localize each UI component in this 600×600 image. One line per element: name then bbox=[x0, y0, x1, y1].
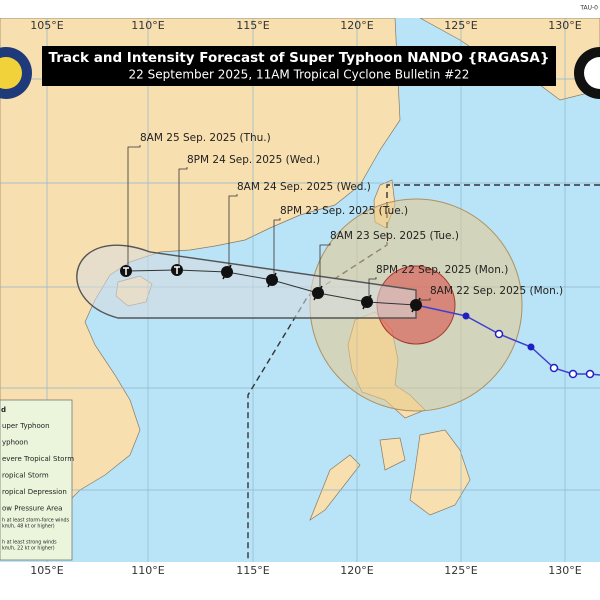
leader-line bbox=[319, 243, 331, 288]
forecast-positions bbox=[120, 264, 422, 313]
longitude-label-bottom: 130°E bbox=[548, 564, 581, 577]
storm-symbol bbox=[411, 297, 421, 313]
logo-left bbox=[0, 47, 32, 99]
title: Track and Intensity Forecast of Super Ty… bbox=[49, 50, 550, 66]
legend-item: ropical Storm bbox=[2, 472, 49, 480]
logo-right bbox=[574, 47, 600, 99]
legend-note: h at least strong winds bbox=[2, 540, 57, 546]
forecast-label: 8AM 25 Sep. 2025 (Thu.) bbox=[140, 132, 271, 144]
forecast-position bbox=[410, 299, 422, 311]
forecast-label: 8AM 23 Sep. 2025 (Tue.) bbox=[330, 230, 459, 242]
legend-item: yphoon bbox=[2, 439, 28, 447]
forecast-label: 8AM 24 Sep. 2025 (Wed.) bbox=[237, 181, 371, 193]
subtitle: 22 September 2025, 11AM Tropical Cyclone… bbox=[129, 68, 470, 82]
longitude-label-top: 110°E bbox=[131, 19, 164, 32]
leader-line bbox=[368, 277, 377, 297]
typhoon-symbol bbox=[174, 266, 180, 274]
storm-symbol bbox=[313, 285, 323, 301]
forecast-label: 8PM 24 Sep. 2025 (Wed.) bbox=[187, 154, 320, 166]
longitude-label-top: 105°E bbox=[30, 19, 63, 32]
legend-item: evere Tropical Storm bbox=[2, 455, 74, 463]
leader-line bbox=[228, 194, 238, 267]
corner-code: TAU-0 bbox=[579, 5, 598, 12]
longitude-label-top: 130°E bbox=[548, 19, 581, 32]
leader-line bbox=[127, 145, 141, 266]
longitude-label-bottom: 105°E bbox=[30, 564, 63, 577]
legend-box bbox=[0, 399, 73, 561]
leader-line bbox=[418, 298, 431, 301]
legend-note: h at least storm-force winds bbox=[2, 518, 70, 524]
storm-symbol bbox=[267, 272, 277, 288]
forecast-position bbox=[312, 287, 324, 299]
longitude-label-top: 120°E bbox=[340, 19, 373, 32]
longitude-label-bottom: 120°E bbox=[340, 564, 373, 577]
storm-symbol bbox=[362, 294, 372, 310]
longitude-label-bottom: 110°E bbox=[131, 564, 164, 577]
typhoon-symbol bbox=[123, 267, 129, 275]
leader-line bbox=[178, 167, 188, 265]
forecast-label: 8PM 22 Sep. 2025 (Mon.) bbox=[376, 264, 508, 276]
past-positions bbox=[462, 312, 595, 379]
legend-note: km/h, 48 kt or higher) bbox=[2, 524, 55, 530]
longitude-labels: 105°E 105°E 110°E 110°E 115°E 115°E 120°E 120°E… bbox=[30, 19, 581, 577]
longitude-label-top: 125°E bbox=[444, 19, 477, 32]
longitude-label-top: 115°E bbox=[236, 19, 269, 32]
legend-title: d bbox=[1, 406, 6, 414]
forecast-label: 8PM 23 Sep. 2025 (Tue.) bbox=[280, 205, 408, 217]
forecast-label: 8AM 22 Sep. 2025 (Mon.) bbox=[430, 285, 563, 297]
visayas-mindanao bbox=[309, 429, 471, 521]
forecast-cone bbox=[76, 244, 417, 319]
longitude-label-bottom: 115°E bbox=[236, 564, 269, 577]
longitude-label-bottom: 125°E bbox=[444, 564, 477, 577]
storm-symbol bbox=[222, 264, 232, 280]
forecast-position bbox=[266, 274, 278, 286]
legend-item: ropical Depression bbox=[2, 488, 67, 496]
forecast-labels: 8AM 25 Sep. 2025 (Thu.) 8PM 24 Sep. 2025 … bbox=[127, 132, 563, 301]
forecast-position bbox=[221, 266, 233, 278]
forecast-position bbox=[361, 296, 373, 308]
legend-note: km/h, 22 kt or higher) bbox=[2, 546, 55, 552]
legend-item: ow Pressure Area bbox=[2, 505, 62, 513]
legend-item: uper Typhoon bbox=[2, 422, 50, 430]
leader-line bbox=[273, 218, 281, 275]
title-bar bbox=[42, 46, 556, 86]
legend: d uper Typhoon yphoon evere Tropical Storm r… bbox=[1, 406, 74, 552]
